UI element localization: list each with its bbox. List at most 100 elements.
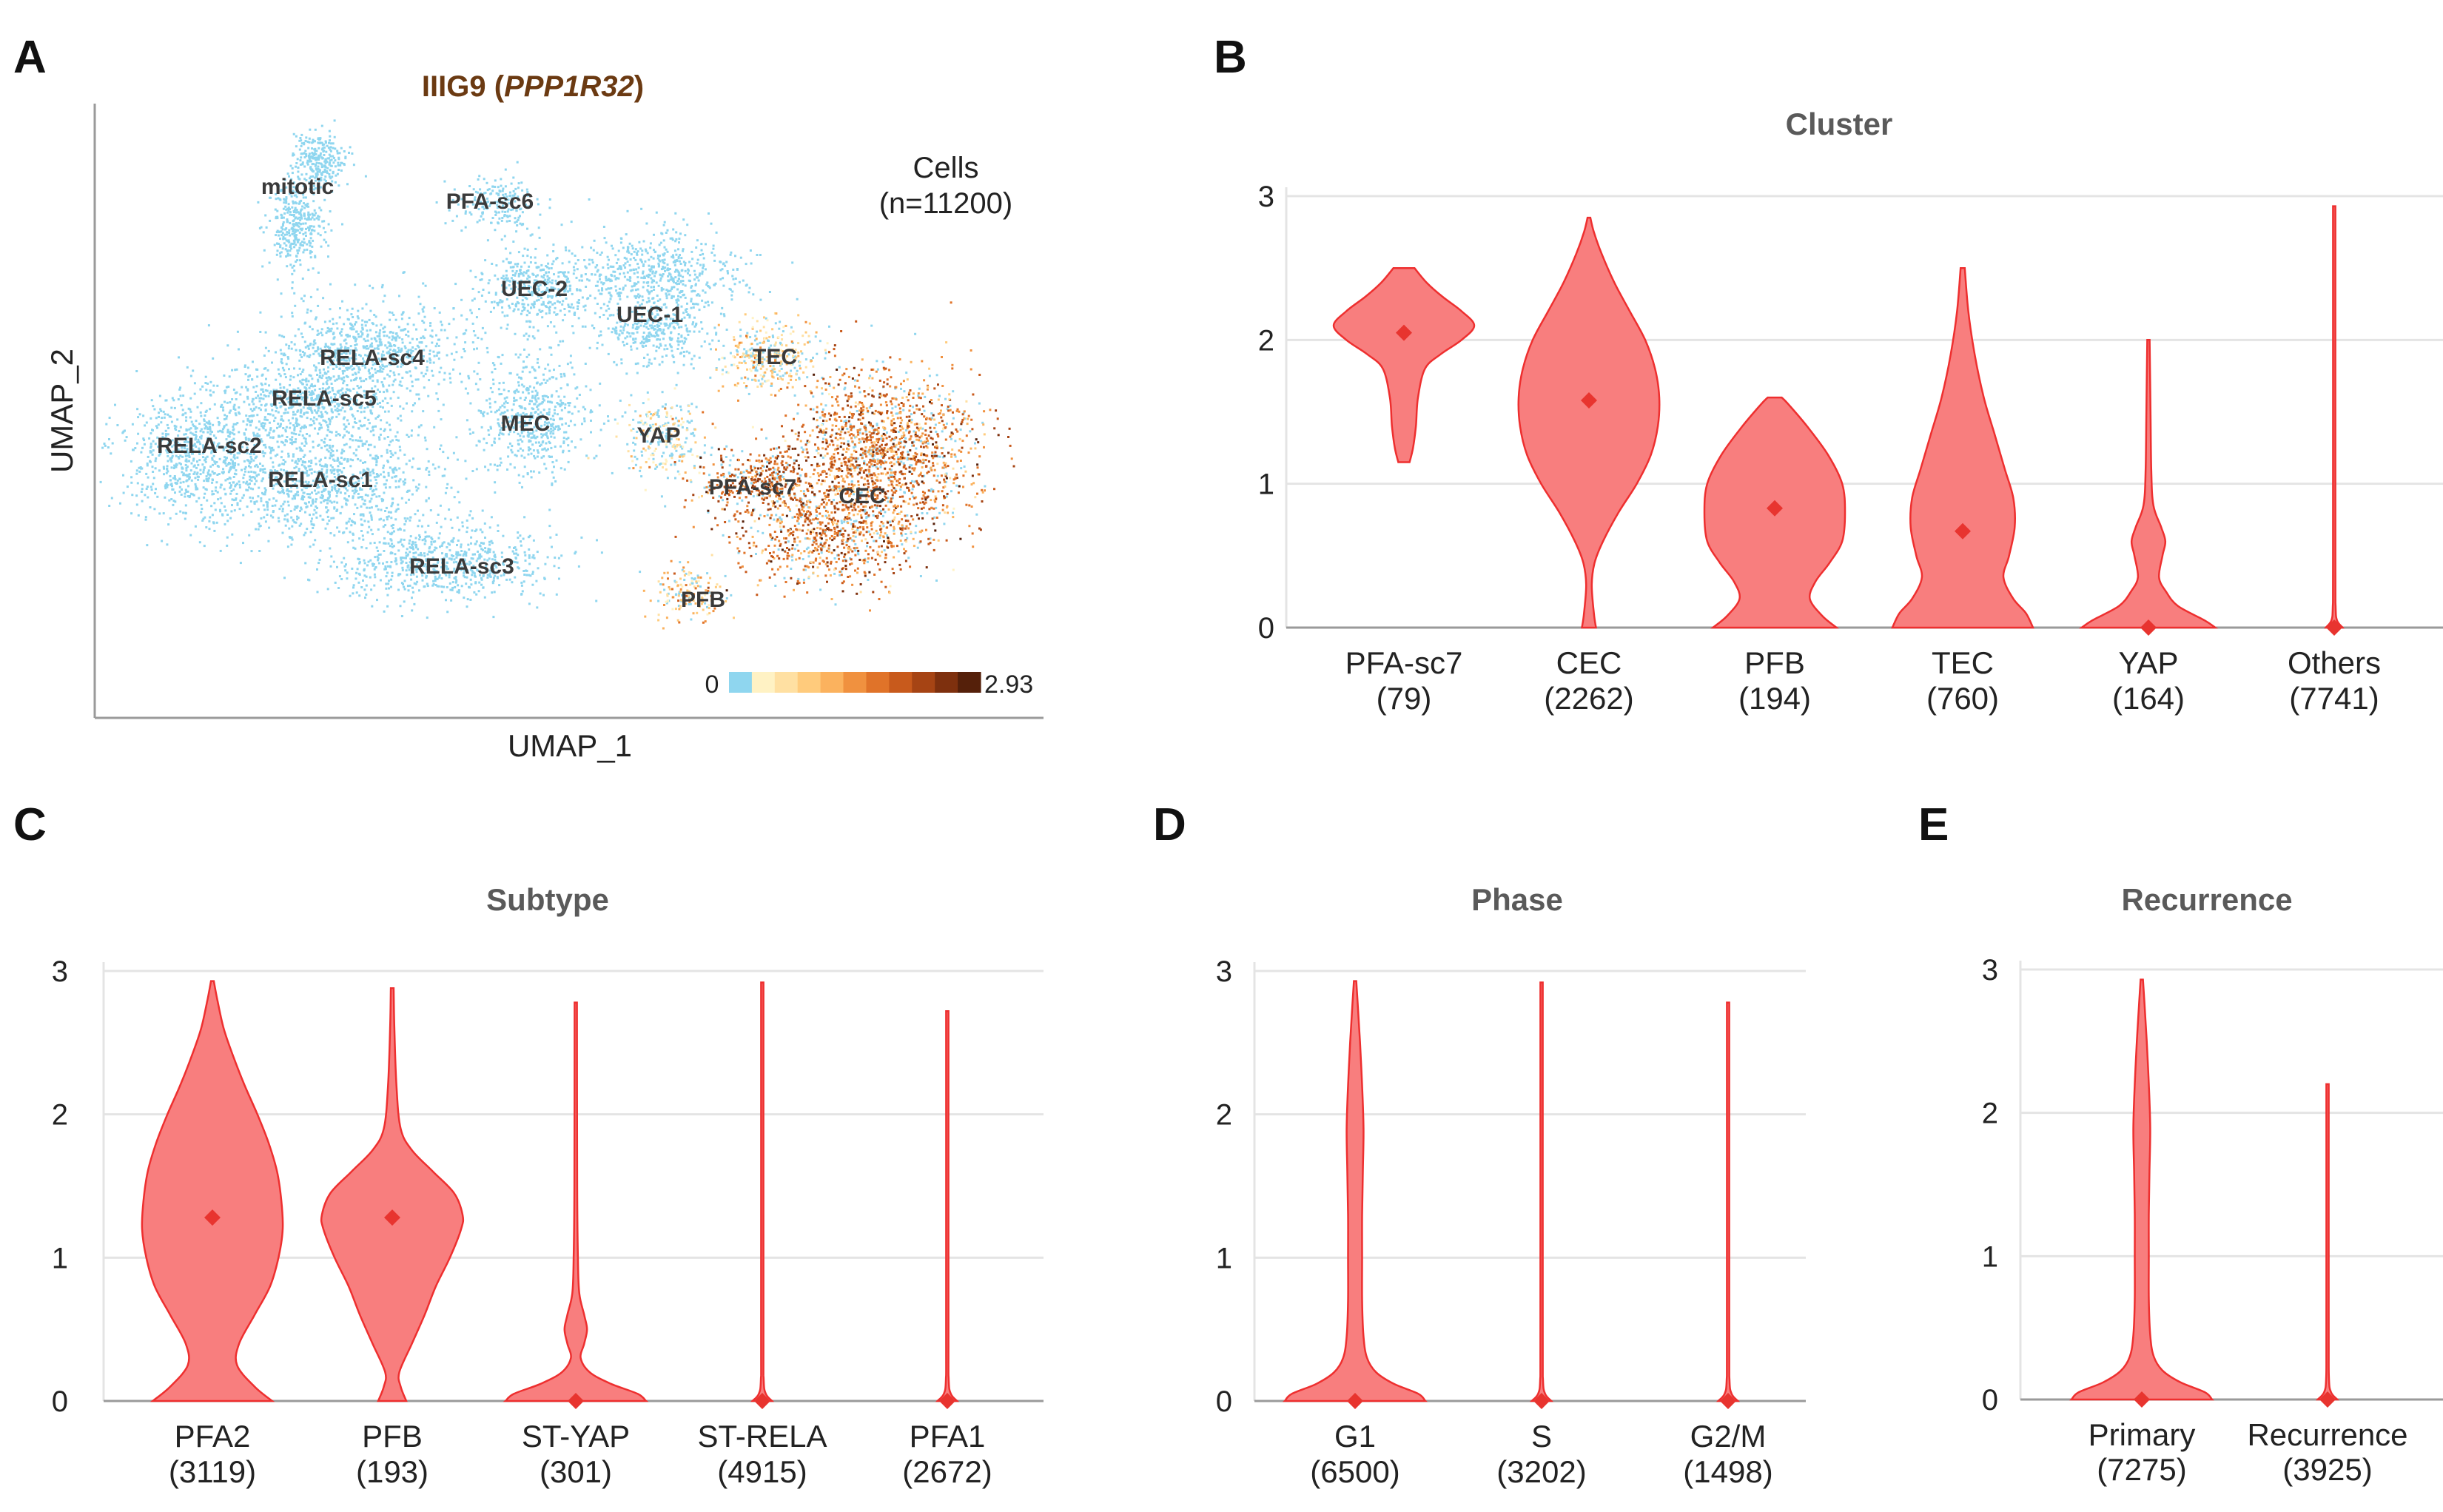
umap-point (634, 443, 636, 446)
umap-point (343, 434, 346, 437)
umap-point (494, 463, 496, 466)
umap-point (295, 425, 298, 428)
umap-point (185, 439, 188, 442)
umap-point (542, 276, 545, 279)
umap-point (255, 463, 258, 466)
umap-point (232, 456, 235, 459)
umap-point (650, 277, 653, 280)
umap-point (519, 294, 522, 297)
umap-point (485, 442, 488, 445)
umap-point (572, 332, 575, 335)
umap-point (672, 434, 675, 437)
umap-point (685, 437, 688, 440)
umap-point (502, 187, 505, 190)
umap-point (563, 313, 566, 316)
umap-point (372, 426, 374, 429)
umap-point (559, 373, 562, 376)
umap-point (372, 406, 374, 409)
umap-point (550, 395, 553, 398)
umap-point (779, 320, 782, 323)
umap-point (653, 286, 655, 289)
umap-point (552, 260, 555, 263)
umap-point (291, 206, 294, 209)
umap-point (326, 157, 329, 160)
umap-point (654, 316, 657, 318)
umap-point (787, 353, 790, 356)
umap-point (503, 195, 505, 198)
umap-point (232, 476, 235, 478)
umap-point (353, 421, 356, 424)
umap-point (242, 481, 245, 484)
umap-point (233, 509, 236, 512)
umap-point (311, 155, 314, 158)
umap-point (166, 468, 169, 471)
umap-point (584, 363, 587, 365)
umap-point (320, 402, 323, 405)
umap-point (183, 433, 186, 436)
umap-point (149, 445, 152, 448)
umap-point (354, 323, 356, 326)
umap-point (348, 152, 350, 154)
umap-point (624, 322, 627, 325)
umap-point (203, 420, 206, 423)
umap-point (417, 426, 420, 429)
umap-point (275, 234, 278, 237)
umap-point (304, 222, 307, 225)
umap-point (161, 540, 164, 542)
umap-point (306, 396, 309, 399)
umap-point (111, 442, 114, 445)
umap-point (314, 179, 317, 182)
umap-scatter (99, 119, 1015, 630)
umap-point (386, 390, 389, 393)
umap-point (508, 442, 511, 445)
umap-point (681, 317, 684, 320)
umap-point (300, 133, 303, 136)
umap-point (317, 180, 320, 183)
umap-point (682, 294, 685, 297)
umap-point (545, 265, 548, 268)
umap-point (568, 249, 571, 252)
umap-point (357, 393, 360, 396)
umap-point (336, 407, 339, 410)
umap-point (525, 314, 528, 317)
umap-point (340, 169, 343, 172)
umap-point (336, 152, 339, 155)
umap-point (144, 424, 147, 427)
umap-point (215, 521, 218, 524)
umap-point (203, 418, 206, 421)
umap-point (534, 389, 537, 392)
umap-point (303, 165, 306, 168)
umap-point (130, 481, 133, 484)
umap-point (108, 417, 111, 419)
umap-point (265, 377, 267, 380)
umap-point (634, 305, 637, 308)
umap-point (301, 278, 304, 280)
umap-point (368, 422, 371, 425)
umap-point (745, 263, 747, 266)
umap-point (341, 300, 343, 303)
umap-point (637, 421, 640, 424)
umap-point (538, 415, 541, 418)
umap-point (536, 449, 539, 452)
umap-point (710, 222, 713, 225)
umap-point (520, 406, 522, 409)
umap-point (303, 400, 306, 403)
umap-point (369, 351, 372, 354)
umap-point (466, 318, 468, 321)
umap-point (235, 469, 238, 471)
umap-point (170, 466, 173, 469)
umap-point (284, 376, 287, 379)
umap-point (502, 260, 505, 263)
umap-point (304, 379, 307, 382)
umap-point (522, 435, 525, 438)
umap-point (672, 326, 675, 329)
umap-point (278, 425, 281, 428)
umap-point (343, 150, 346, 152)
umap-point (289, 211, 292, 214)
umap-point (474, 334, 477, 337)
umap-point (295, 417, 298, 420)
umap-point (626, 323, 629, 326)
umap-point (517, 414, 520, 417)
umap-point (743, 348, 746, 351)
umap-point (687, 313, 690, 316)
